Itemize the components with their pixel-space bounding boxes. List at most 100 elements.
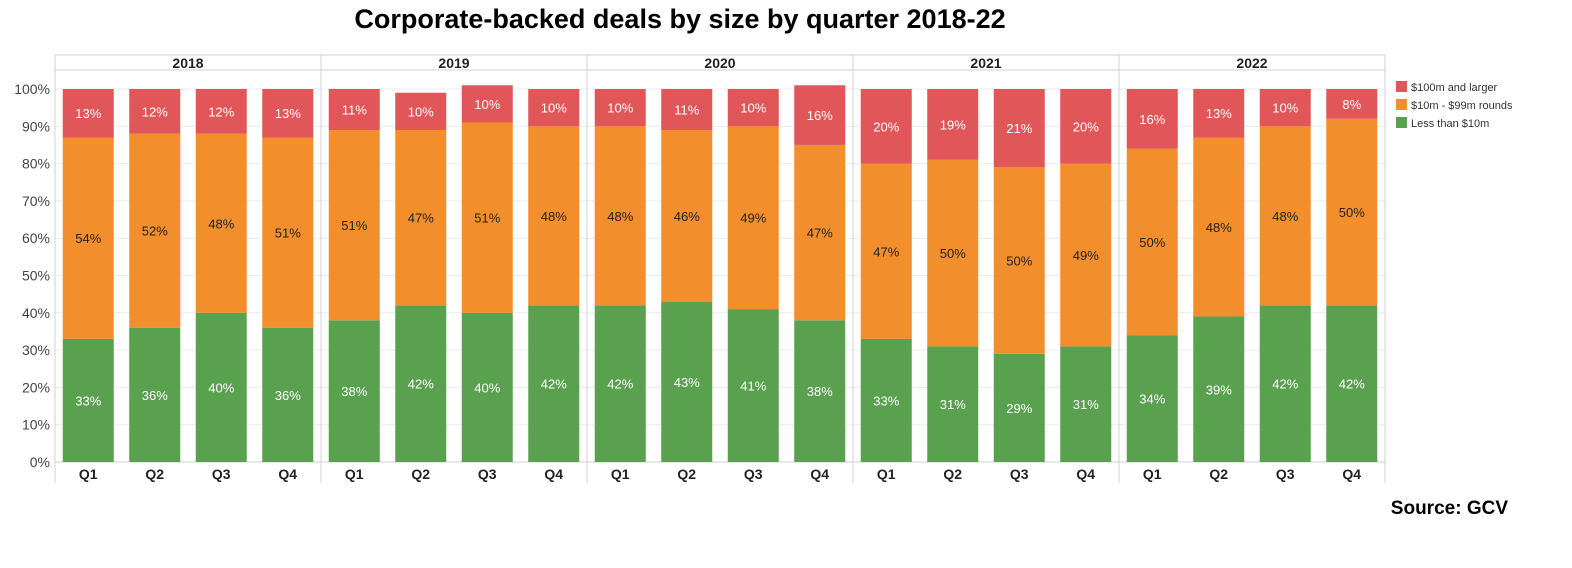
legend-swatch <box>1396 99 1407 110</box>
bar-segment <box>1060 89 1112 164</box>
data-label: 19% <box>940 117 966 132</box>
data-label: 12% <box>208 104 234 119</box>
bar-segment <box>594 126 646 306</box>
bar-segment <box>328 130 380 321</box>
data-label: 38% <box>341 384 367 399</box>
x-tick-label: Q3 <box>1010 466 1029 482</box>
group-label: 2021 <box>970 55 1001 71</box>
bar-segment <box>129 89 181 134</box>
data-label: 50% <box>1339 205 1365 220</box>
bar-segment <box>1193 89 1245 138</box>
bar-segment <box>661 89 713 131</box>
y-tick-label: 40% <box>22 305 50 321</box>
bar-segment <box>993 167 1045 354</box>
x-tick-label: Q4 <box>1342 466 1361 482</box>
bar-segment <box>794 144 846 321</box>
data-label: 42% <box>1339 377 1365 392</box>
data-label: 43% <box>674 375 700 390</box>
data-label: 49% <box>740 211 766 226</box>
y-tick-label: 80% <box>22 156 50 172</box>
bar-segment <box>993 89 1045 168</box>
bar-segment <box>594 89 646 127</box>
y-tick-label: 20% <box>22 379 50 395</box>
bar-segment <box>727 126 779 310</box>
bar-segment <box>395 130 447 306</box>
x-tick-label: Q3 <box>1276 466 1295 482</box>
data-label: 47% <box>408 211 434 226</box>
x-tick-label: Q1 <box>345 466 364 482</box>
legend-swatch <box>1396 117 1407 128</box>
data-label: 54% <box>75 231 101 246</box>
bar-segment <box>195 312 247 462</box>
legend-label: $100m and larger <box>1411 82 1498 94</box>
bar-segment <box>927 89 979 160</box>
data-label: 39% <box>1206 382 1232 397</box>
bar-segment <box>794 85 846 145</box>
legend-swatch <box>1396 81 1407 92</box>
bar-segment <box>1193 137 1245 317</box>
x-tick-label: Q4 <box>278 466 297 482</box>
x-tick-label: Q4 <box>544 466 563 482</box>
data-label: 8% <box>1342 97 1361 112</box>
data-label: 13% <box>1206 106 1232 121</box>
x-tick-label: Q2 <box>943 466 962 482</box>
data-label: 42% <box>541 377 567 392</box>
data-label: 42% <box>607 377 633 392</box>
bar-segment <box>1326 89 1378 119</box>
bar-segment <box>1326 305 1378 462</box>
data-label: 41% <box>740 379 766 394</box>
data-label: 10% <box>474 97 500 112</box>
bar-segment <box>129 133 181 328</box>
data-label: 12% <box>142 104 168 119</box>
data-label: 33% <box>873 393 899 408</box>
group-label: 2020 <box>704 55 735 71</box>
bar-segment <box>461 85 513 123</box>
data-label: 48% <box>607 209 633 224</box>
data-label: 51% <box>275 226 301 241</box>
bar-segment <box>395 305 447 462</box>
data-label: 42% <box>408 377 434 392</box>
bar-segment <box>195 133 247 313</box>
bar-segment <box>1259 89 1311 127</box>
x-tick-label: Q1 <box>877 466 896 482</box>
data-label: 13% <box>75 106 101 121</box>
data-label: 48% <box>1206 220 1232 235</box>
data-label: 42% <box>1272 377 1298 392</box>
bar-segment <box>62 89 114 138</box>
data-label: 11% <box>342 103 367 118</box>
x-tick-label: Q4 <box>1076 466 1095 482</box>
data-label: 10% <box>541 101 567 116</box>
bar-segment <box>528 126 580 306</box>
bar-segment <box>594 305 646 462</box>
x-tick-label: Q1 <box>611 466 630 482</box>
bar-segment <box>927 346 979 462</box>
data-label: 16% <box>807 108 833 123</box>
data-label: 11% <box>674 103 699 118</box>
bar-segment <box>1126 335 1178 462</box>
data-label: 50% <box>1139 235 1165 250</box>
bar-segment <box>1259 305 1311 462</box>
x-tick-label: Q2 <box>411 466 430 482</box>
data-label: 33% <box>75 393 101 408</box>
bar-segment <box>328 320 380 462</box>
bar-segment <box>794 320 846 462</box>
y-tick-label: 0% <box>30 454 50 470</box>
bar-segment <box>1193 316 1245 462</box>
bar-segment <box>262 137 314 328</box>
group-label: 2022 <box>1236 55 1267 71</box>
data-label: 48% <box>208 216 234 231</box>
data-label: 51% <box>341 218 367 233</box>
data-label: 48% <box>1272 209 1298 224</box>
bar-segment <box>129 327 181 462</box>
bar-segment <box>328 89 380 131</box>
data-label: 10% <box>1272 101 1298 116</box>
bar-segment <box>1259 126 1311 306</box>
bar-segment <box>860 89 912 164</box>
data-label: 20% <box>873 119 899 134</box>
bar-segment <box>528 305 580 462</box>
x-tick-label: Q4 <box>810 466 829 482</box>
bar-segment <box>860 338 912 462</box>
x-tick-label: Q2 <box>1209 466 1228 482</box>
data-label: 34% <box>1139 392 1165 407</box>
